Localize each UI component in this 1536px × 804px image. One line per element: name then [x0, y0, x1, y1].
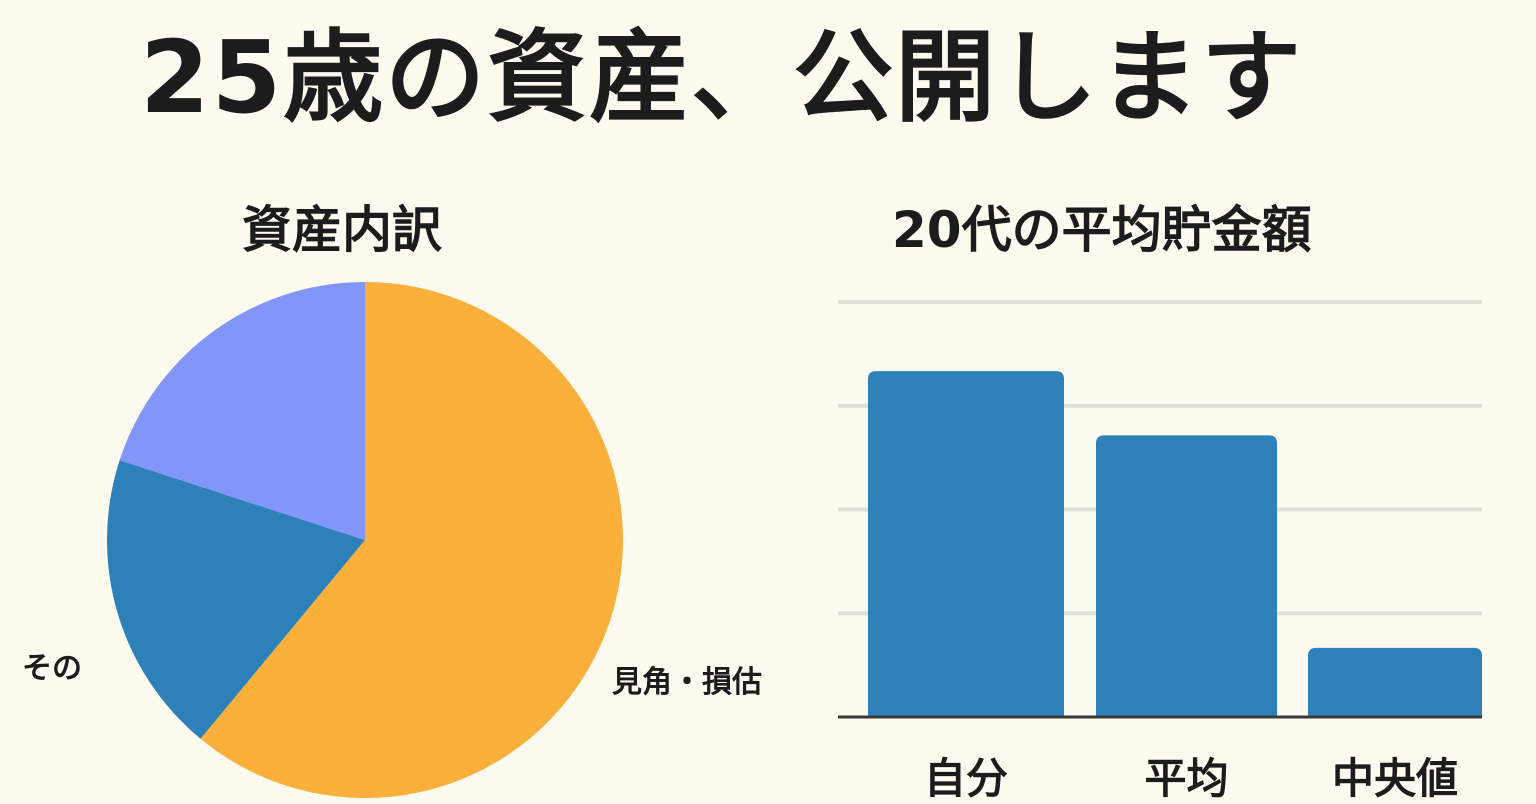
- bar-category-label: 平均: [1144, 754, 1228, 803]
- bar-category-label: 自分: [924, 754, 1008, 803]
- bar-chart: 自分 平均 中央値: [838, 300, 1482, 803]
- pie-slice-label: その: [22, 651, 82, 686]
- bar-category-label: 中央値: [1332, 754, 1458, 803]
- bar-chart-title: 20代の平均貯金額: [892, 201, 1312, 259]
- pie-slice: [119, 282, 365, 540]
- bar: [868, 371, 1064, 717]
- bar: [1096, 435, 1277, 717]
- pie-slice: [107, 460, 366, 739]
- pie-slice: [200, 282, 623, 798]
- bar: [1308, 647, 1482, 717]
- pie-chart-title: 資産内訳: [242, 201, 442, 259]
- pie-chart: 見角・損估 その: [22, 282, 762, 798]
- pie-slice-label: 見角・損估: [612, 665, 762, 700]
- page-title: 25歳の資産、公開します: [140, 19, 1304, 136]
